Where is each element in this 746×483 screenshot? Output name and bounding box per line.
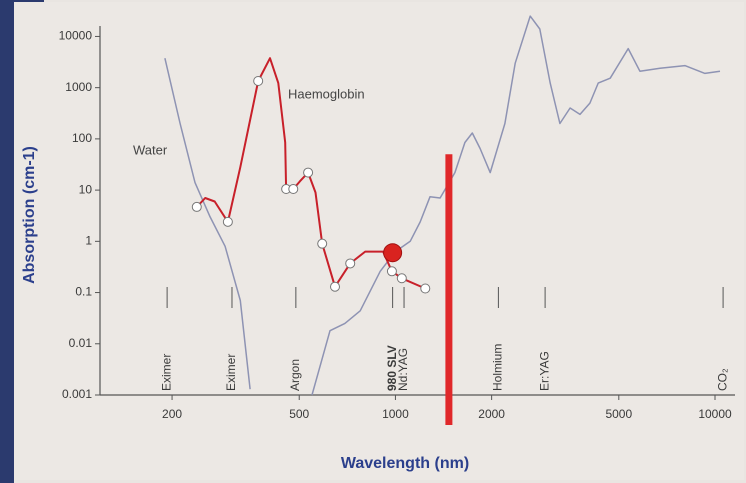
y-tick-label: 1000 <box>65 80 92 94</box>
data-point <box>289 185 298 194</box>
chart: Wavelength (nm) Absorption (cm-1) Water … <box>0 0 746 483</box>
highlight-point <box>384 244 402 262</box>
y-tick-label: 0.01 <box>69 336 93 350</box>
page-background <box>14 2 744 480</box>
data-point <box>397 274 406 283</box>
y-tick-label: 0.1 <box>75 285 92 299</box>
data-point <box>330 282 339 291</box>
y-tick-label: 10000 <box>59 29 93 43</box>
data-point <box>387 267 396 276</box>
x-tick-label: 5000 <box>605 407 632 421</box>
data-point <box>223 217 232 226</box>
data-point <box>421 284 430 293</box>
laser-label: Er:YAG <box>537 351 551 391</box>
photo-edge <box>0 0 14 483</box>
water-label: Water <box>133 142 168 157</box>
x-tick-label: 10000 <box>698 407 732 421</box>
data-point <box>254 76 263 85</box>
y-tick-label: 0.001 <box>62 387 92 401</box>
y-axis-title: Absorption (cm-1) <box>21 146 38 284</box>
x-tick-label: 2000 <box>478 407 505 421</box>
data-point <box>304 168 313 177</box>
y-tick-label: 100 <box>72 131 92 145</box>
laser-label: Eximer <box>159 354 173 391</box>
haemoglobin-label: Haemoglobin <box>288 86 365 101</box>
x-tick-label: 500 <box>289 407 309 421</box>
x-tick-label: 200 <box>162 407 182 421</box>
laser-label: Argon <box>288 359 302 391</box>
data-point <box>346 259 355 268</box>
data-point <box>318 239 327 248</box>
y-tick-label: 1 <box>85 234 92 248</box>
laser-label: Holmium <box>491 344 505 391</box>
laser-label: Eximer <box>224 354 238 391</box>
x-axis-title: Wavelength (nm) <box>341 455 469 472</box>
y-tick-label: 10 <box>79 182 93 196</box>
laser-label: CO₂ <box>715 368 729 391</box>
laser-label: Nd:YAG <box>396 348 410 391</box>
data-point <box>192 202 201 211</box>
x-tick-label: 1000 <box>382 407 409 421</box>
